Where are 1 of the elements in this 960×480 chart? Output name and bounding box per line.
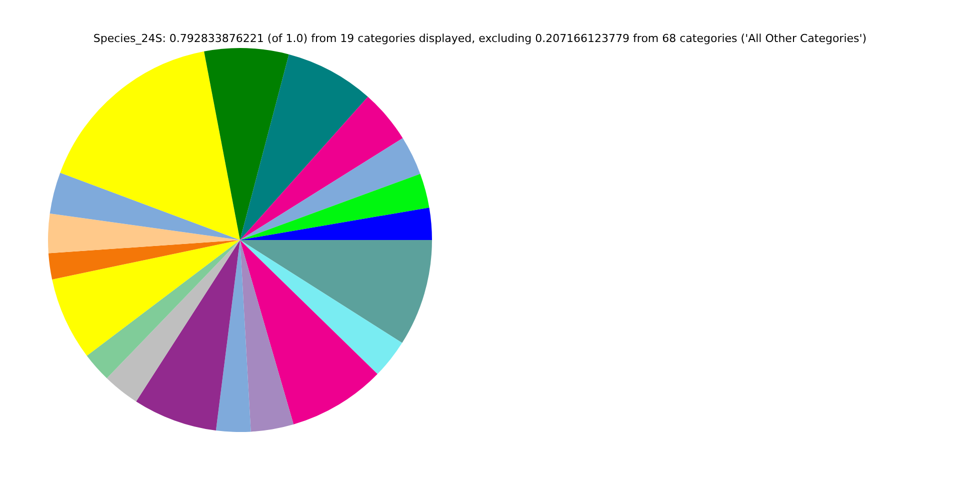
text: Species_24S: 0.792833876221 (of 1.0) from 19 categories displayed, excluding 0.207166123779 from 68 categories ('All Other Categories') bbox=[92, 32, 868, 45]
